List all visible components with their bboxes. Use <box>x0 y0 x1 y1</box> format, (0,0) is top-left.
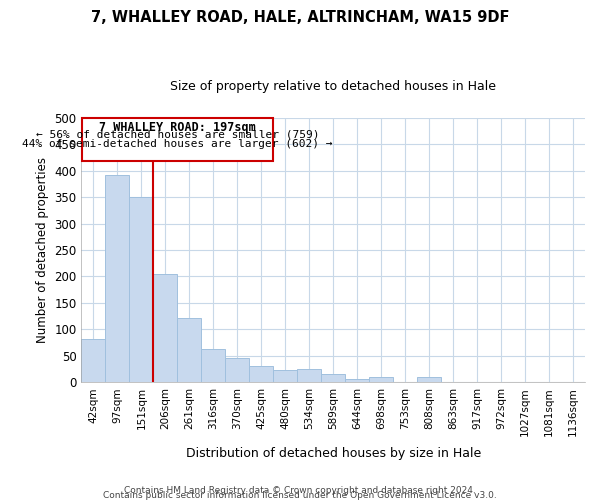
Bar <box>106 175 130 382</box>
Bar <box>417 377 441 382</box>
Text: ← 56% of detached houses are smaller (759): ← 56% of detached houses are smaller (75… <box>36 130 319 140</box>
Text: Contains HM Land Registry data © Crown copyright and database right 2024.: Contains HM Land Registry data © Crown c… <box>124 486 476 495</box>
Bar <box>82 339 106 382</box>
X-axis label: Distribution of detached houses by size in Hale: Distribution of detached houses by size … <box>185 447 481 460</box>
Bar <box>345 379 369 382</box>
Text: 7, WHALLEY ROAD, HALE, ALTRINCHAM, WA15 9DF: 7, WHALLEY ROAD, HALE, ALTRINCHAM, WA15 … <box>91 10 509 25</box>
Text: 44% of semi-detached houses are larger (602) →: 44% of semi-detached houses are larger (… <box>22 139 333 149</box>
Bar <box>130 197 154 382</box>
Bar <box>226 358 250 382</box>
Bar <box>273 370 297 382</box>
Title: Size of property relative to detached houses in Hale: Size of property relative to detached ho… <box>170 80 496 93</box>
Bar <box>250 366 273 382</box>
Bar <box>154 274 178 382</box>
Bar <box>178 318 202 382</box>
Y-axis label: Number of detached properties: Number of detached properties <box>36 157 49 343</box>
Bar <box>321 374 345 382</box>
Bar <box>202 349 226 382</box>
Bar <box>369 377 393 382</box>
FancyBboxPatch shape <box>82 118 273 161</box>
Text: Contains public sector information licensed under the Open Government Licence v3: Contains public sector information licen… <box>103 491 497 500</box>
Bar <box>297 369 321 382</box>
Text: 7 WHALLEY ROAD: 197sqm: 7 WHALLEY ROAD: 197sqm <box>99 121 256 134</box>
